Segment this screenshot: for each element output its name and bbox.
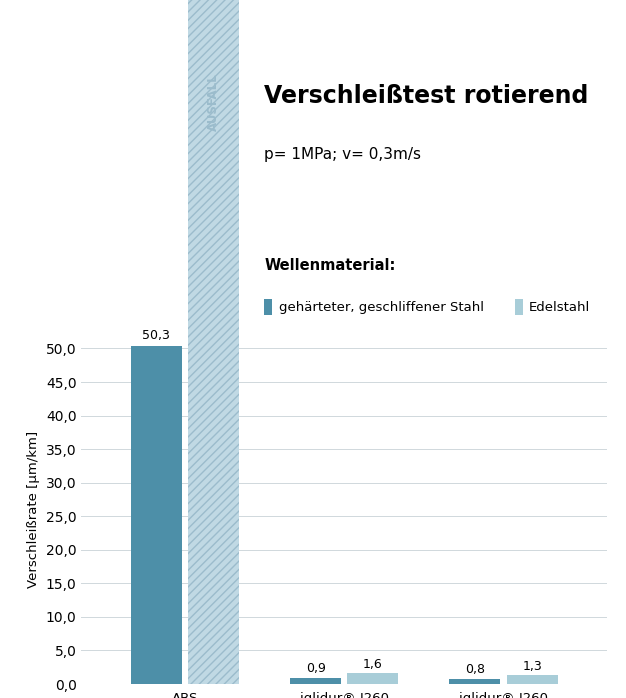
- Text: 50,3: 50,3: [142, 329, 170, 343]
- Text: 0,9: 0,9: [305, 662, 326, 676]
- Bar: [131, 346, 182, 684]
- Text: 1,6: 1,6: [363, 658, 383, 671]
- Y-axis label: Verschleißrate [µm/km]: Verschleißrate [µm/km]: [27, 431, 40, 588]
- Bar: [347, 674, 399, 684]
- Bar: [507, 676, 558, 684]
- Text: 1,3: 1,3: [523, 660, 542, 673]
- Text: Verschleißtest rotierend: Verschleißtest rotierend: [264, 84, 588, 107]
- Text: gehärteter, geschliffener Stahl: gehärteter, geschliffener Stahl: [279, 301, 484, 313]
- Text: Wellenmaterial:: Wellenmaterial:: [264, 258, 396, 273]
- Text: p= 1MPa; v= 0,3m/s: p= 1MPa; v= 0,3m/s: [264, 147, 421, 161]
- Text: Edelstahl: Edelstahl: [529, 301, 590, 313]
- Bar: [290, 678, 341, 684]
- Text: AUSFALL: AUSFALL: [207, 74, 220, 131]
- Bar: [449, 678, 500, 684]
- Text: 0,8: 0,8: [465, 663, 485, 676]
